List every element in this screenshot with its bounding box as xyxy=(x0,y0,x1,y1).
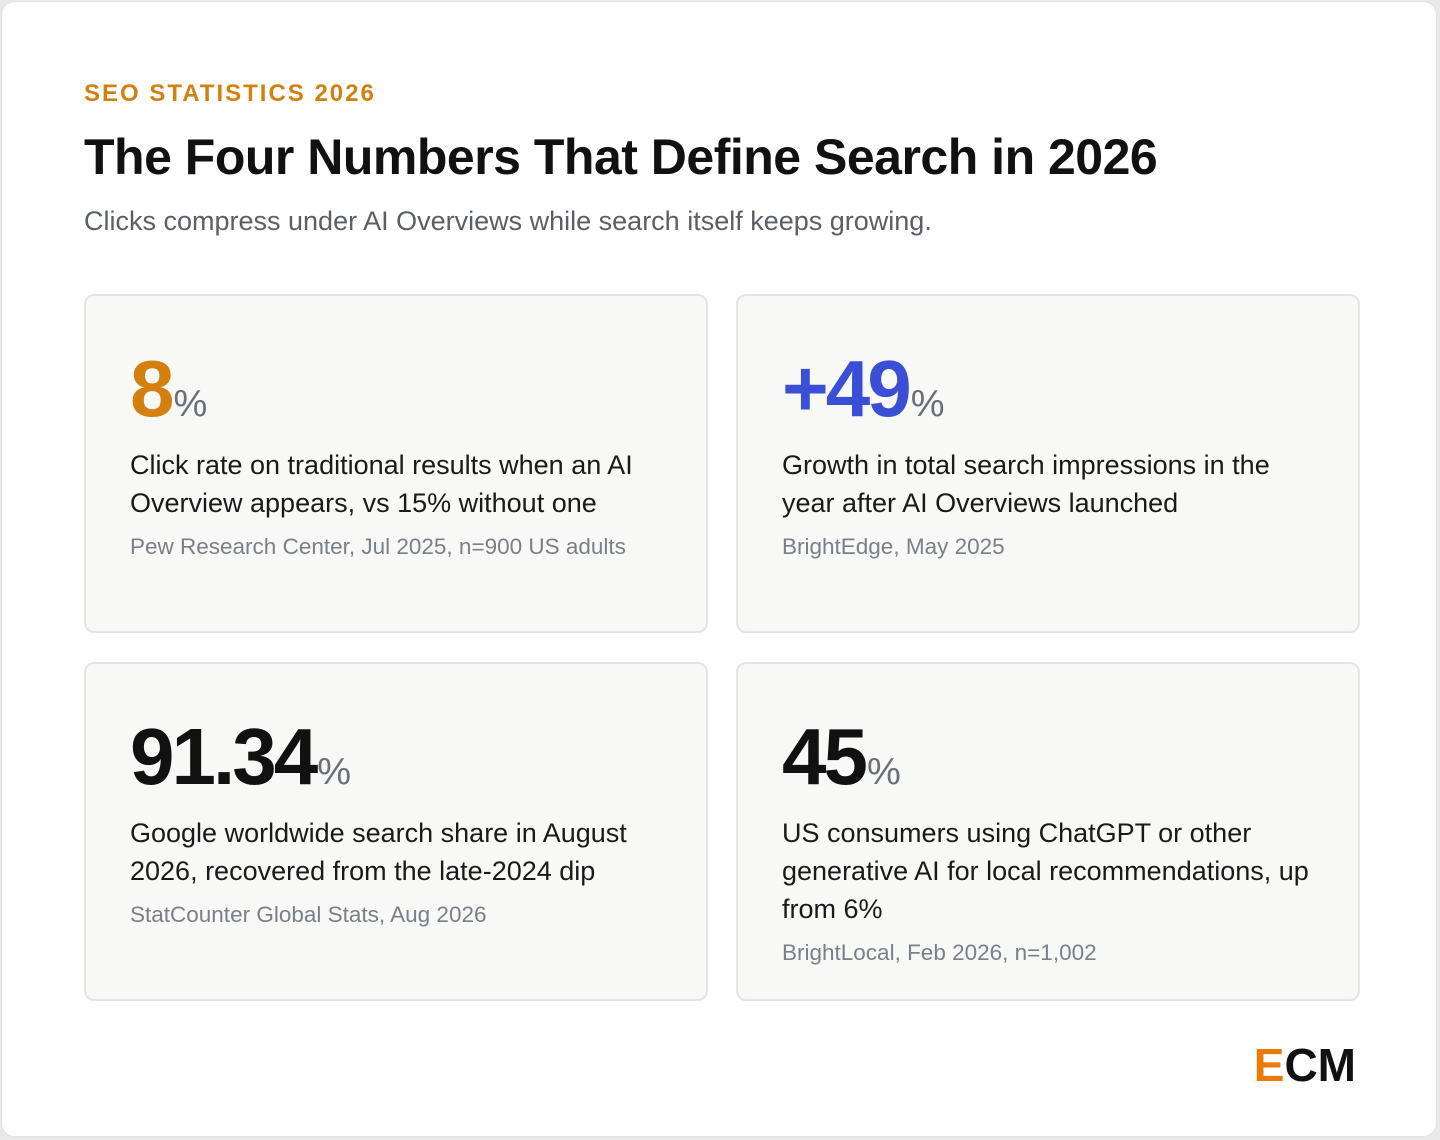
stat-source: BrightEdge, May 2025 xyxy=(782,534,1005,559)
eyebrow-label: SEO STATISTICS 2026 xyxy=(84,80,376,107)
brand-logo: ECM xyxy=(1254,1040,1356,1090)
logo-accent-letter: E xyxy=(1253,1039,1285,1091)
stat-unit: % xyxy=(317,751,351,793)
stat-unit: % xyxy=(866,751,901,793)
stat-description: Click rate on traditional results when a… xyxy=(130,450,633,518)
stat-description: Google worldwide search share in August … xyxy=(130,818,627,886)
stat-unit: % xyxy=(910,383,945,425)
stat-source: BrightLocal, Feb 2026, n=1,002 xyxy=(782,940,1097,965)
stat-figure: 45 % xyxy=(782,708,1314,806)
stat-source: StatCounter Global Stats, Aug 2026 xyxy=(130,902,487,927)
stat-description: US consumers using ChatGPT or other gene… xyxy=(782,818,1309,924)
stat-source: Pew Research Center, Jul 2025, n=900 US … xyxy=(130,534,626,559)
stat-card-impressions-growth: +49 % Growth in total search impressions… xyxy=(736,294,1360,633)
stat-description: Growth in total search impressions in th… xyxy=(782,450,1270,518)
stat-card-google-share: 91.34 % Google worldwide search share in… xyxy=(84,662,708,1001)
stat-value: 8 xyxy=(130,344,174,433)
stat-value: +49 xyxy=(782,344,912,433)
stat-value: 45 xyxy=(782,712,868,801)
stat-figure: 91.34 % xyxy=(130,708,662,806)
stats-grid: 8 % Click rate on traditional results wh… xyxy=(84,294,1360,1002)
stat-figure: 8 % xyxy=(130,340,662,438)
stat-card-genai-local: 45 % US consumers using ChatGPT or other… xyxy=(736,662,1360,1001)
logo-letters: CM xyxy=(1284,1039,1356,1091)
page-subtitle: Clicks compress under AI Overviews while… xyxy=(84,206,932,236)
stat-value: 91.34 xyxy=(130,712,318,801)
stat-figure: +49 % xyxy=(782,340,1314,438)
stat-card-click-rate: 8 % Click rate on traditional results wh… xyxy=(84,294,708,633)
stat-unit: % xyxy=(173,383,208,425)
page-title: The Four Numbers That Define Search in 2… xyxy=(84,129,1158,185)
